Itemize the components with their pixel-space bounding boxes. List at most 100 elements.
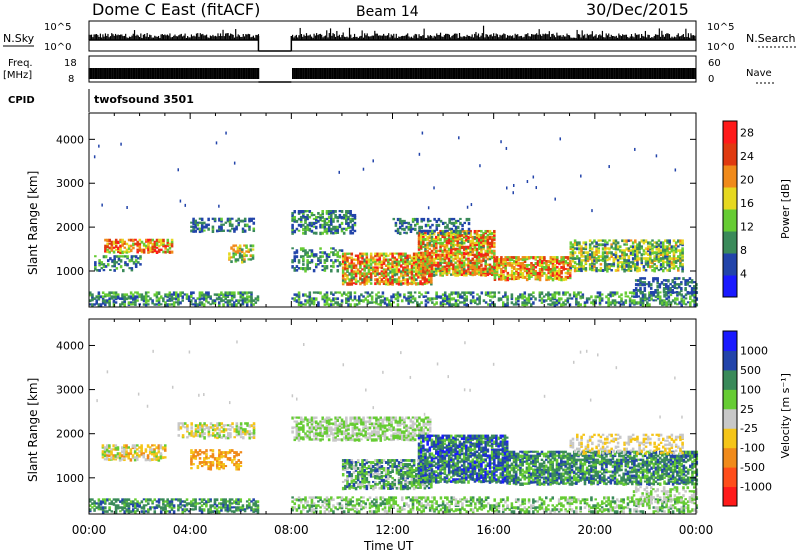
- range-cell: [101, 297, 105, 300]
- range-cell: [396, 227, 400, 231]
- range-cell: [616, 241, 620, 245]
- range-cell: [374, 258, 377, 261]
- range-cell: [445, 249, 449, 253]
- range-cell: [350, 278, 354, 282]
- range-cell: [381, 299, 385, 303]
- range-cell: [384, 278, 388, 281]
- range-cell: [667, 290, 670, 295]
- range-cell: [312, 301, 316, 304]
- range-cell: [659, 249, 663, 252]
- range-cell: [119, 259, 123, 263]
- range-cell: [621, 249, 624, 252]
- range-cell: [387, 272, 390, 276]
- freq-sample: [294, 68, 296, 79]
- range-cell: [424, 259, 427, 263]
- range-cell: [112, 291, 116, 295]
- noise-cell: [470, 203, 473, 207]
- range-cell: [136, 291, 139, 295]
- range-cell: [341, 256, 345, 260]
- range-cell: [443, 231, 447, 236]
- freq-sample: [249, 68, 251, 79]
- range-cell: [340, 301, 344, 304]
- range-cell: [555, 299, 559, 302]
- range-cell: [493, 258, 497, 261]
- range-cell: [616, 255, 620, 259]
- range-cell: [112, 295, 116, 299]
- range-cell: [591, 269, 594, 272]
- range-cell: [626, 295, 630, 298]
- range-cell: [106, 301, 109, 304]
- range-cell: [127, 508, 131, 512]
- freq-sample: [94, 68, 97, 79]
- range-cell: [655, 257, 659, 261]
- range-cell: [424, 263, 427, 266]
- range-cell: [389, 252, 392, 256]
- range-cell: [512, 303, 516, 306]
- range-cell: [477, 253, 481, 256]
- range-cell: [515, 260, 518, 264]
- range-cell: [628, 291, 632, 294]
- range-cell: [661, 303, 664, 307]
- freq-sample: [692, 68, 695, 79]
- range-cell: [463, 297, 466, 301]
- range-cell: [218, 225, 221, 229]
- range-cell: [174, 498, 178, 501]
- range-cell: [314, 255, 318, 258]
- range-cell: [430, 280, 433, 284]
- range-cell: [454, 235, 457, 239]
- range-cell: [196, 223, 200, 227]
- range-cell: [469, 271, 472, 275]
- freq-sample: [98, 68, 100, 79]
- range-cell: [395, 280, 399, 284]
- range-cell: [98, 269, 101, 272]
- range-cell: [566, 297, 570, 300]
- range-cell: [369, 272, 373, 276]
- freq-sample: [528, 68, 530, 79]
- range-cell: [397, 276, 401, 279]
- range-cell: [205, 223, 208, 227]
- freq-sample: [122, 68, 124, 79]
- range-cell: [471, 241, 475, 244]
- range-cell: [348, 282, 351, 286]
- range-cell: [417, 241, 421, 245]
- freq-sample: [548, 68, 551, 79]
- range-cell: [332, 265, 335, 269]
- range-cell: [469, 293, 473, 296]
- range-cell: [684, 303, 688, 306]
- range-cell: [168, 303, 172, 306]
- range-cell: [345, 297, 348, 301]
- range-cell: [448, 297, 451, 300]
- freq-sample: [500, 68, 503, 79]
- range-cell: [430, 255, 434, 259]
- range-cell: [310, 249, 314, 253]
- range-cell: [319, 223, 322, 227]
- range-cell: [525, 271, 529, 275]
- range-cell: [417, 267, 421, 271]
- range-cell: [106, 238, 109, 243]
- range-cell: [688, 281, 692, 284]
- range-cell: [402, 252, 405, 256]
- range-cell: [566, 267, 570, 270]
- noise-cell: [362, 167, 365, 171]
- range-cell: [344, 266, 347, 270]
- range-cell: [117, 263, 121, 266]
- range-cell: [659, 251, 663, 255]
- range-cell: [134, 263, 138, 267]
- range-cell: [106, 259, 110, 263]
- range-cell: [515, 271, 518, 275]
- range-cell: [447, 249, 451, 253]
- range-cell: [308, 227, 312, 231]
- range-cell: [302, 247, 305, 251]
- range-cell: [593, 239, 596, 243]
- range-cell: [450, 233, 453, 237]
- freq-label: Freq.: [8, 58, 33, 69]
- range-cell: [207, 217, 210, 222]
- range-cell: [232, 252, 235, 255]
- range-cell: [213, 299, 217, 303]
- range-cell: [610, 255, 613, 258]
- noise-cell: [506, 186, 508, 190]
- range-cell: [104, 244, 107, 249]
- range-cell: [129, 301, 133, 304]
- range-cell: [661, 245, 665, 249]
- freq-sample: [503, 68, 505, 79]
